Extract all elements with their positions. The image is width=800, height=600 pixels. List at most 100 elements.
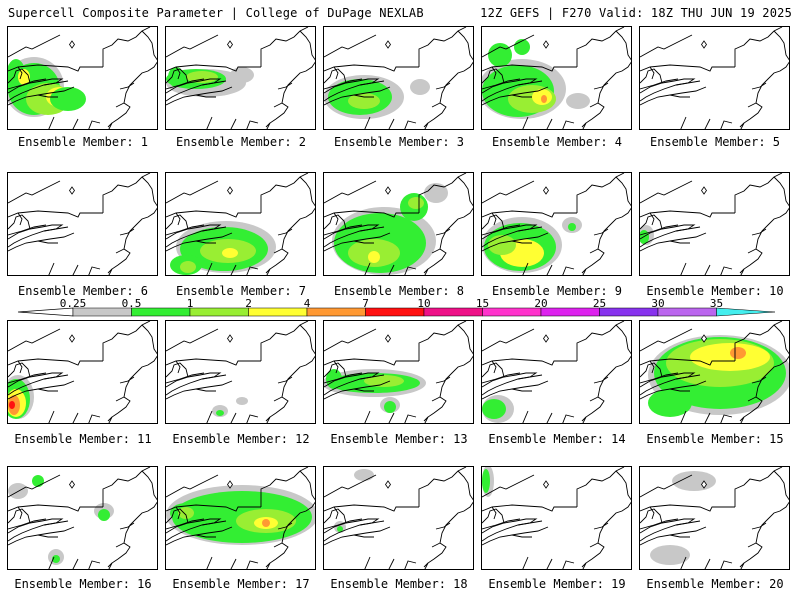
map-outline [17,360,23,374]
map-outline [482,210,577,218]
map-outline [273,542,283,548]
map-outline [206,556,213,569]
map-outline [277,376,293,384]
map-outline [8,474,61,498]
map-outline [277,522,293,530]
map-outline [353,94,374,98]
map-outline [166,34,219,58]
map-outline [388,264,395,275]
map-outline [324,34,377,58]
map-outline [675,226,701,232]
map-outline [141,176,157,207]
map-outline [739,416,745,422]
map-outline [8,214,31,230]
ensemble-member-map-12 [165,320,316,424]
map-canvas [482,27,631,129]
map-outline [141,30,157,61]
map-outline [435,376,451,384]
map-outline [324,224,363,236]
map-outline [640,210,735,218]
colorbar-high-arrow [716,307,776,317]
map-outline [353,240,374,244]
map-outline [324,508,347,524]
map-outline [324,474,377,498]
scp-shaded-area [18,69,30,85]
map-outline [8,34,61,58]
map-outline [680,410,687,423]
map-outline [669,388,690,392]
colorbar-segment [365,307,425,317]
map-outline [640,474,693,498]
map-outline [482,474,535,498]
station-marker-icon [543,40,549,49]
station-marker-icon [69,334,75,343]
map-outline [418,467,467,507]
colorbar-tick-label: 10 [417,297,431,310]
map-outline [720,266,733,275]
map-outline [423,268,429,274]
map-outline [517,80,543,86]
map-outline [265,268,271,274]
map-outline [546,558,553,569]
ensemble-member-label: Ensemble Member: 4 [491,135,623,149]
colorbar-tick-label: 20 [534,297,548,310]
map-outline [166,508,189,524]
map-outline [431,248,441,254]
map-outline [175,66,181,80]
map-outline [8,210,103,218]
station-marker-icon [385,186,391,195]
map-outline [201,374,227,380]
map-outline [423,562,429,568]
map-outline [324,372,380,396]
map-outline [423,416,429,422]
map-outline [734,173,783,213]
map-outline [266,207,315,275]
map-outline [680,116,687,129]
map-outline [166,328,219,352]
map-outline [589,102,599,108]
ensemble-member-label: Ensemble Member: 19 [488,577,626,591]
map-outline [388,118,395,129]
map-outline [640,508,663,524]
ensemble-member-label: Ensemble Member: 14 [488,432,626,446]
map-outline [108,61,157,129]
map-outline [424,501,473,569]
map-outline [581,562,587,568]
map-outline [482,358,577,366]
station-marker-icon [227,334,233,343]
map-outline [246,560,259,569]
ensemble-member-map-1 [7,26,158,130]
map-outline [517,520,543,526]
map-outline [273,102,283,108]
map-outline [324,78,363,90]
map-outline [299,30,315,61]
map-outline [773,470,789,501]
map-outline [8,358,103,366]
map-canvas [640,27,789,129]
scp-shaded-area [488,235,516,255]
map-outline [72,412,79,423]
map-outline [359,80,385,86]
map-outline [206,116,213,129]
map-outline [246,414,259,423]
map-outline [562,266,575,275]
map-outline [37,388,58,392]
map-outline [482,78,538,102]
colorbar-tick-label: 2 [245,297,252,310]
ensemble-member-map-10 [639,172,790,276]
map-outline [640,362,663,378]
map-outline [8,372,47,384]
map-outline [324,64,419,72]
map-outline [359,520,385,526]
station-marker-icon [227,480,233,489]
map-outline [482,224,538,248]
map-canvas [166,467,315,569]
map-outline [265,416,271,422]
ensemble-member-map-14 [481,320,632,424]
map-outline [333,66,339,80]
ensemble-member-label: Ensemble Member: 3 [333,135,465,149]
map-title: Supercell Composite Parameter | College … [8,6,424,20]
map-outline [482,372,521,384]
station-marker-icon [701,186,707,195]
map-outline [324,372,363,384]
